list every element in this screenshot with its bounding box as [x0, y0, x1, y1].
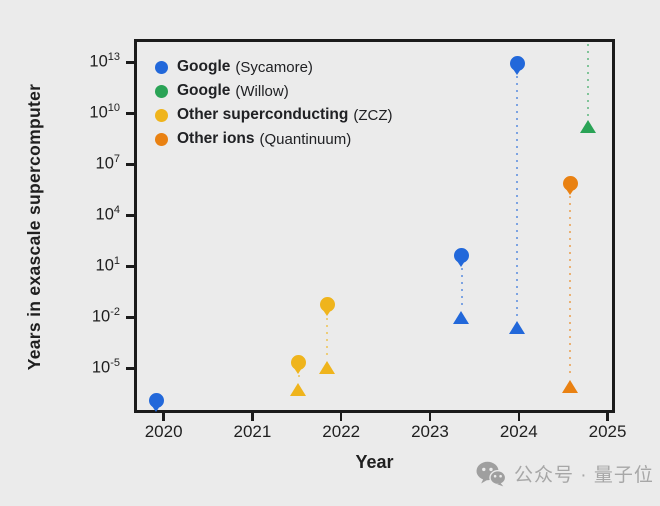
watermark: 公众号 · 量子位: [476, 460, 654, 487]
y-axis-tick: [126, 367, 134, 370]
x-axis-tick: [339, 413, 343, 421]
legend-series-detail: (ZCZ): [353, 106, 393, 124]
y-tick-label: 1010: [89, 102, 120, 122]
estimate-circle-marker: [562, 175, 578, 191]
circle-marker-tail: [322, 310, 331, 317]
x-tick-label: 2024: [499, 422, 538, 441]
legend-item: Other superconducting (ZCZ): [155, 103, 393, 127]
connector-line: [587, 44, 590, 118]
estimate-circle-marker: [454, 247, 470, 263]
x-axis-tick: [162, 413, 165, 421]
wechat-icon: [476, 461, 506, 486]
estimate-circle-marker: [291, 354, 307, 370]
y-axis-tick: [126, 316, 134, 319]
y-tick-label: 10-5: [91, 357, 120, 377]
revised-triangle-marker: [290, 382, 307, 396]
y-axis-tick: [126, 214, 134, 217]
legend: Google (Sycamore) Google (Willow) Other supe…: [155, 55, 393, 151]
y-axis-tick: [126, 112, 134, 115]
legend-series-name: Other superconducting: [177, 106, 349, 123]
x-tick-label: 2021: [233, 422, 272, 441]
revised-triangle-marker: [318, 361, 335, 375]
legend-series-detail: (Willow): [235, 82, 289, 100]
x-axis-tick: [517, 413, 521, 421]
connector-line: [460, 268, 463, 310]
x-axis-title: Year: [355, 452, 394, 472]
connector-line: [326, 317, 328, 360]
y-axis-tick: [126, 265, 134, 268]
circle-marker-tail: [152, 406, 161, 413]
connector-line: [569, 196, 572, 379]
y-tick-label: 104: [95, 204, 120, 224]
revised-triangle-marker: [508, 320, 525, 334]
circle-marker-tail: [294, 367, 303, 374]
legend-color-dot: [155, 60, 168, 74]
circle-marker-tail: [457, 260, 466, 267]
watermark-text: 公众号 · 量子位: [514, 465, 654, 486]
legend-item: Google (Sycamore): [155, 55, 393, 79]
y-tick-label: 1013: [89, 51, 120, 71]
revised-triangle-marker: [561, 380, 578, 394]
legend-series-name: Google: [177, 82, 231, 99]
legend-color-dot: [155, 132, 168, 146]
estimate-circle-marker: [509, 55, 525, 71]
revised-triangle-marker: [453, 311, 470, 325]
y-axis-title: Years in exascale supercomputer: [24, 83, 44, 371]
estimate-circle-marker: [319, 297, 335, 313]
x-tick-label: 2023: [411, 422, 449, 441]
x-axis-tick: [606, 413, 609, 421]
legend-color-dot: [155, 84, 168, 98]
y-tick-label: 10-2: [91, 306, 120, 326]
y-tick-label: 101: [95, 255, 120, 275]
estimate-circle-marker: [149, 393, 165, 409]
x-axis-tick: [428, 413, 432, 421]
x-tick-label: 2020: [144, 422, 183, 441]
legend-item: Other ions (Quantinuum): [155, 127, 393, 151]
y-axis-tick: [126, 61, 134, 64]
legend-series-detail: (Quantinuum): [259, 130, 352, 148]
y-axis-tick: [126, 163, 134, 166]
legend-series-detail: (Sycamore): [235, 58, 313, 76]
x-tick-label: 2022: [322, 422, 361, 441]
circle-marker-tail: [565, 188, 574, 195]
y-tick-label: 107: [95, 153, 120, 173]
x-axis-tick: [251, 413, 254, 421]
legend-color-dot: [155, 108, 168, 122]
legend-series-name: Google: [177, 58, 231, 75]
connector-line: [516, 76, 518, 319]
x-tick-label: 2025: [588, 422, 627, 441]
connector-line: [297, 375, 300, 381]
legend-series-name: Other ions: [177, 130, 255, 147]
revised-triangle-marker: [579, 119, 596, 133]
plot-area: [134, 39, 615, 413]
legend-item: Google (Willow): [155, 79, 393, 103]
circle-marker-tail: [512, 68, 521, 75]
